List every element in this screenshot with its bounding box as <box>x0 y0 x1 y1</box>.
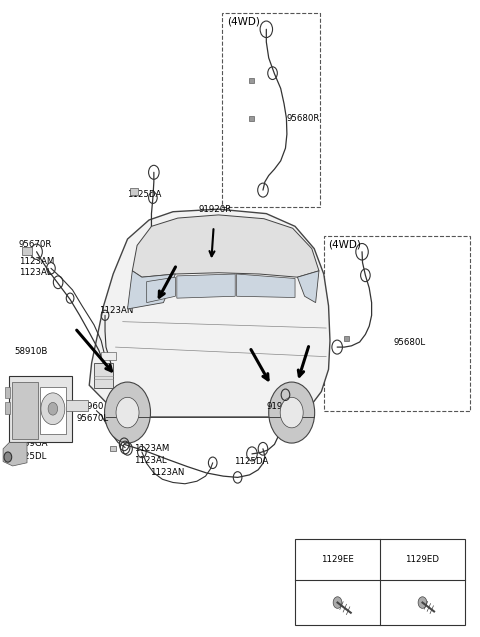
Text: 58960: 58960 <box>76 402 104 411</box>
Text: 95680R: 95680R <box>287 114 320 123</box>
Text: 95670L: 95670L <box>76 415 108 424</box>
Circle shape <box>48 403 58 415</box>
Bar <box>101 352 116 360</box>
Text: 1339GA: 1339GA <box>12 439 47 448</box>
Text: 91920R: 91920R <box>198 204 232 213</box>
Bar <box>22 247 32 255</box>
Text: 1129EE: 1129EE <box>321 555 354 564</box>
Bar <box>344 336 349 341</box>
Bar <box>249 117 254 122</box>
Circle shape <box>41 393 65 425</box>
Bar <box>295 539 465 625</box>
Bar <box>324 236 470 411</box>
Text: 1123AL: 1123AL <box>19 268 51 277</box>
Bar <box>12 382 38 440</box>
Circle shape <box>418 597 427 608</box>
Text: 95670R: 95670R <box>19 240 52 248</box>
Polygon shape <box>3 443 27 466</box>
Bar <box>249 78 254 83</box>
Text: (4WD): (4WD) <box>227 17 260 27</box>
Circle shape <box>269 382 315 443</box>
Circle shape <box>4 452 12 462</box>
Polygon shape <box>132 215 319 277</box>
Text: 58910B: 58910B <box>14 347 48 356</box>
Circle shape <box>105 382 151 443</box>
Text: 91920L: 91920L <box>266 402 299 411</box>
Text: 1129ED: 1129ED <box>406 555 440 564</box>
Bar <box>94 363 113 389</box>
Text: 1123AM: 1123AM <box>134 444 169 454</box>
Bar <box>130 188 138 194</box>
Text: 1123AN: 1123AN <box>151 468 185 477</box>
Polygon shape <box>298 271 319 303</box>
Bar <box>222 13 321 207</box>
Circle shape <box>333 597 342 608</box>
Text: 95680L: 95680L <box>393 338 425 347</box>
Text: 1125DA: 1125DA <box>127 190 161 199</box>
Circle shape <box>116 397 139 428</box>
Circle shape <box>280 397 303 428</box>
Polygon shape <box>237 274 295 297</box>
Bar <box>4 387 10 398</box>
Text: (4WD): (4WD) <box>328 239 361 249</box>
Polygon shape <box>147 277 175 303</box>
Text: 1125DA: 1125DA <box>234 457 269 466</box>
Bar <box>63 400 88 412</box>
Polygon shape <box>177 274 235 298</box>
Bar <box>110 447 116 452</box>
Text: 1123AL: 1123AL <box>134 455 167 465</box>
Text: 1125DL: 1125DL <box>12 452 46 461</box>
Bar <box>4 403 10 414</box>
Polygon shape <box>89 209 330 417</box>
Polygon shape <box>128 271 175 309</box>
Bar <box>40 387 66 434</box>
Text: 1123AM: 1123AM <box>19 257 54 266</box>
Bar <box>9 376 72 443</box>
Text: 1123AN: 1123AN <box>99 306 133 315</box>
